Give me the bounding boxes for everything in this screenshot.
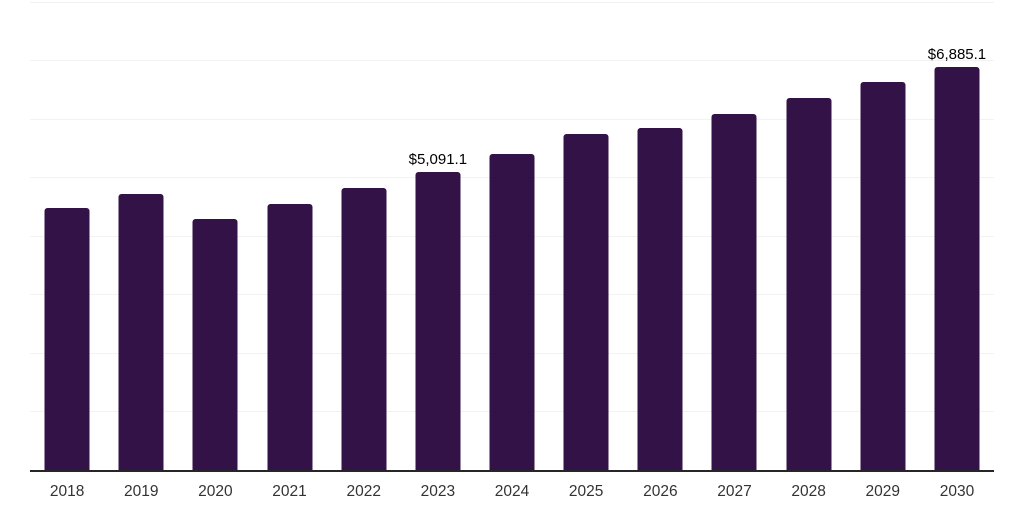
bar-slot: [252, 2, 326, 470]
x-tick-label: 2022: [346, 483, 381, 500]
x-tick-label: 2021: [272, 483, 307, 500]
x-tick-label: 2020: [198, 483, 233, 500]
bar: [44, 207, 90, 470]
x-tick-label: 2025: [568, 483, 604, 500]
x-axis: 2018 2019 2020 2021 2022 2023 2024 2025 2026 2027…: [30, 484, 994, 500]
bar-slot: $6,885.1: [920, 2, 994, 470]
bar-slot: [30, 2, 104, 470]
bar-slot: [178, 2, 252, 470]
bar-slot: $5,091.1: [401, 2, 475, 470]
bar-slots: $5,091.1 $6,885.1: [30, 2, 994, 470]
bar: [489, 154, 535, 470]
bar: [341, 188, 387, 470]
bar: [267, 203, 313, 470]
gridline: [30, 60, 994, 61]
bar-slot: [697, 2, 771, 470]
bar-slot: [104, 2, 178, 470]
bar-slot: [475, 2, 549, 470]
bar-slot: [549, 2, 623, 470]
bar: [934, 67, 980, 470]
bar: [860, 82, 906, 470]
bar: [711, 114, 757, 470]
bar: [192, 218, 238, 470]
x-tick-label: 2019: [123, 483, 159, 500]
bar: [415, 172, 461, 470]
bar: [637, 128, 683, 470]
x-tick-label: 2026: [643, 483, 678, 500]
plot-area: $5,091.1 $6,885.1: [30, 1, 994, 472]
bar-slot: [772, 2, 846, 470]
x-tick-label: 2024: [494, 483, 530, 500]
bar: [786, 98, 832, 470]
x-tick-label: 2029: [865, 483, 901, 500]
bar-slot: [846, 2, 920, 470]
bar-slot: [623, 2, 697, 470]
bar: [563, 134, 609, 470]
x-tick-label: 2028: [791, 483, 826, 500]
x-tick-label: 2023: [420, 483, 456, 500]
gridline: [30, 1, 994, 3]
x-tick-label: 2018: [49, 483, 85, 500]
bar-slot: [327, 2, 401, 470]
bar-value-label: $6,885.1: [927, 46, 987, 64]
x-tick-label: 2030: [939, 483, 975, 500]
bar-value-label: $5,091.1: [408, 151, 468, 169]
bar: [118, 194, 164, 470]
gridline: [30, 118, 994, 120]
x-tick-label: 2027: [717, 483, 752, 500]
